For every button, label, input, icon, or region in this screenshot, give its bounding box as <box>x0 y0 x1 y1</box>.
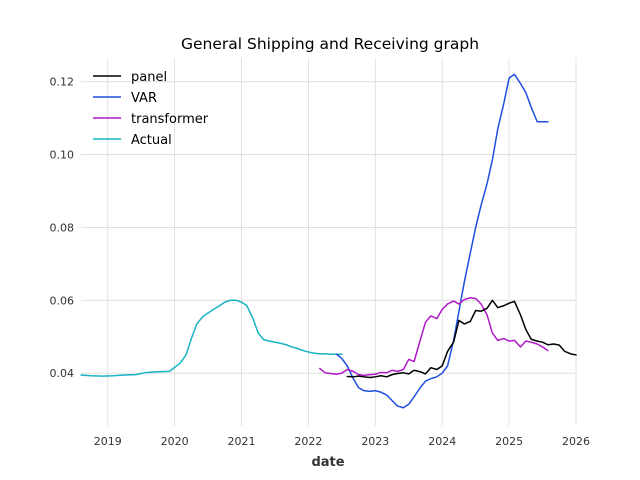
legend-label-actual: Actual <box>131 133 172 148</box>
x-tick-label: 2024 <box>428 435 456 448</box>
legend: panel VAR transformer Actual <box>93 70 209 148</box>
x-tick-label: 2026 <box>562 435 590 448</box>
x-gridlines <box>107 58 577 426</box>
legend-label-var: VAR <box>131 91 157 106</box>
legend-label-panel: panel <box>131 70 167 85</box>
y-tick-label: 0.10 <box>50 149 75 162</box>
series-line-actual <box>80 299 343 377</box>
y-axis-ticks: 0.04 0.06 0.08 0.10 0.12 <box>50 76 75 380</box>
x-axis-ticks: 2019 2020 2021 2022 2023 2024 2025 2026 <box>94 435 590 448</box>
y-tick-label: 0.12 <box>50 76 75 89</box>
series-layer <box>80 73 577 409</box>
x-tick-label: 2019 <box>94 435 122 448</box>
chart-title: General Shipping and Receiving graph <box>181 35 479 53</box>
series-line-panel <box>346 299 577 379</box>
series-line-var <box>335 73 549 409</box>
x-tick-label: 2020 <box>161 435 189 448</box>
y-tick-label: 0.08 <box>50 221 75 234</box>
y-tick-label: 0.04 <box>50 367 75 380</box>
x-tick-label: 2023 <box>361 435 389 448</box>
x-tick-label: 2022 <box>294 435 322 448</box>
series-line-transformer <box>319 297 549 377</box>
legend-label-transformer: transformer <box>131 112 209 127</box>
x-tick-label: 2025 <box>495 435 523 448</box>
x-tick-label: 2021 <box>228 435 256 448</box>
y-tick-label: 0.06 <box>50 294 75 307</box>
x-axis-label: date <box>311 455 344 470</box>
